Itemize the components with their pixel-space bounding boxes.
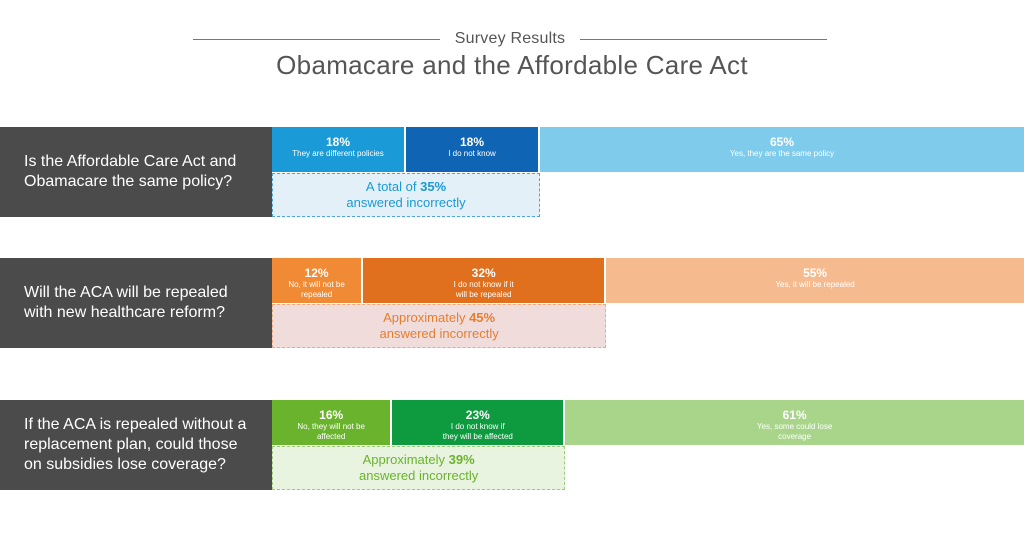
bar-segment: 16% No, they will not be affected	[272, 400, 391, 445]
bar-segment: 32% I do not know if it will be repealed	[363, 258, 605, 303]
bar-category-label: I do not know if it will be repealed	[453, 280, 514, 299]
incorrect-note: Approximately 39% answered incorrectly	[272, 446, 566, 490]
chart-subtitle: Survey Results	[454, 30, 566, 47]
note-suffix: answered incorrectly	[359, 468, 479, 483]
bar-value-label: 16%	[319, 408, 344, 422]
bar-value-label: 23%	[465, 408, 490, 422]
bar-value-label: 32%	[471, 266, 496, 280]
note-line: Approximately 45%	[273, 310, 605, 326]
bar-segment: 18% They are different policies	[272, 127, 405, 172]
bar-segment: 61% Yes, some could lose coverage	[565, 400, 1024, 445]
bar-segment: 55% Yes, it will be repealed	[606, 258, 1024, 303]
note-value: 45%	[469, 310, 496, 325]
bar-category-label: Yes, some could lose coverage	[756, 422, 833, 441]
question-text: Will the ACA will be repealed with new h…	[24, 284, 228, 321]
bar-segment: 12% No, it will not be repealed	[272, 258, 362, 303]
bar-category-label: Yes, they are the same policy	[729, 149, 835, 158]
bar-segment: 18% I do not know	[406, 127, 539, 172]
note-prefix: Approximately	[383, 310, 470, 325]
bar-category-label: I do not know if they will be affected	[442, 422, 513, 441]
question-box: Is the Affordable Care Act and Obamacare…	[0, 127, 272, 217]
bar-value-label: 55%	[803, 266, 828, 280]
header-rule-right	[580, 39, 827, 40]
bar-category-label: I do not know	[448, 149, 496, 158]
note-line: A total of 35%	[273, 179, 539, 195]
chart-title: Obamacare and the Affordable Care Act	[276, 50, 748, 80]
note-value: 35%	[420, 179, 447, 194]
note-prefix: Approximately	[362, 452, 449, 467]
header-rule-left	[193, 39, 440, 40]
note-line: Approximately 39%	[273, 452, 564, 468]
bar-category-label: No, it will not be repealed	[288, 280, 345, 299]
incorrect-note: Approximately 45% answered incorrectly	[272, 304, 607, 348]
question-text: Is the Affordable Care Act and Obamacare…	[24, 153, 237, 190]
bar-value-label: 65%	[769, 135, 795, 149]
bar-category-label: Yes, it will be repealed	[775, 280, 855, 289]
incorrect-note: A total of 35% answered incorrectly	[272, 173, 541, 217]
bar-segment: 65% Yes, they are the same policy	[540, 127, 1024, 172]
bar-value-label: 18%	[325, 135, 351, 149]
note-suffix: answered incorrectly	[346, 195, 466, 210]
bar-segment: 23% I do not know if they will be affecte…	[392, 400, 564, 445]
bar-value-label: 61%	[782, 408, 807, 422]
note-suffix: answered incorrectly	[379, 326, 499, 341]
bar-category-label: They are different policies	[292, 149, 384, 158]
question-box: If the ACA is repealed without a replace…	[0, 400, 272, 490]
question-text: If the ACA is repealed without a replace…	[24, 416, 247, 473]
bar-value-label: 12%	[304, 266, 329, 280]
bar-value-label: 18%	[460, 135, 485, 149]
question-box: Will the ACA will be repealed with new h…	[0, 258, 272, 348]
note-value: 39%	[448, 452, 475, 467]
note-prefix: A total of	[365, 179, 421, 194]
chart-header: Survey Results Obamacare and the Afforda…	[0, 0, 1024, 100]
bar-category-label: No, they will not be affected	[297, 422, 365, 441]
